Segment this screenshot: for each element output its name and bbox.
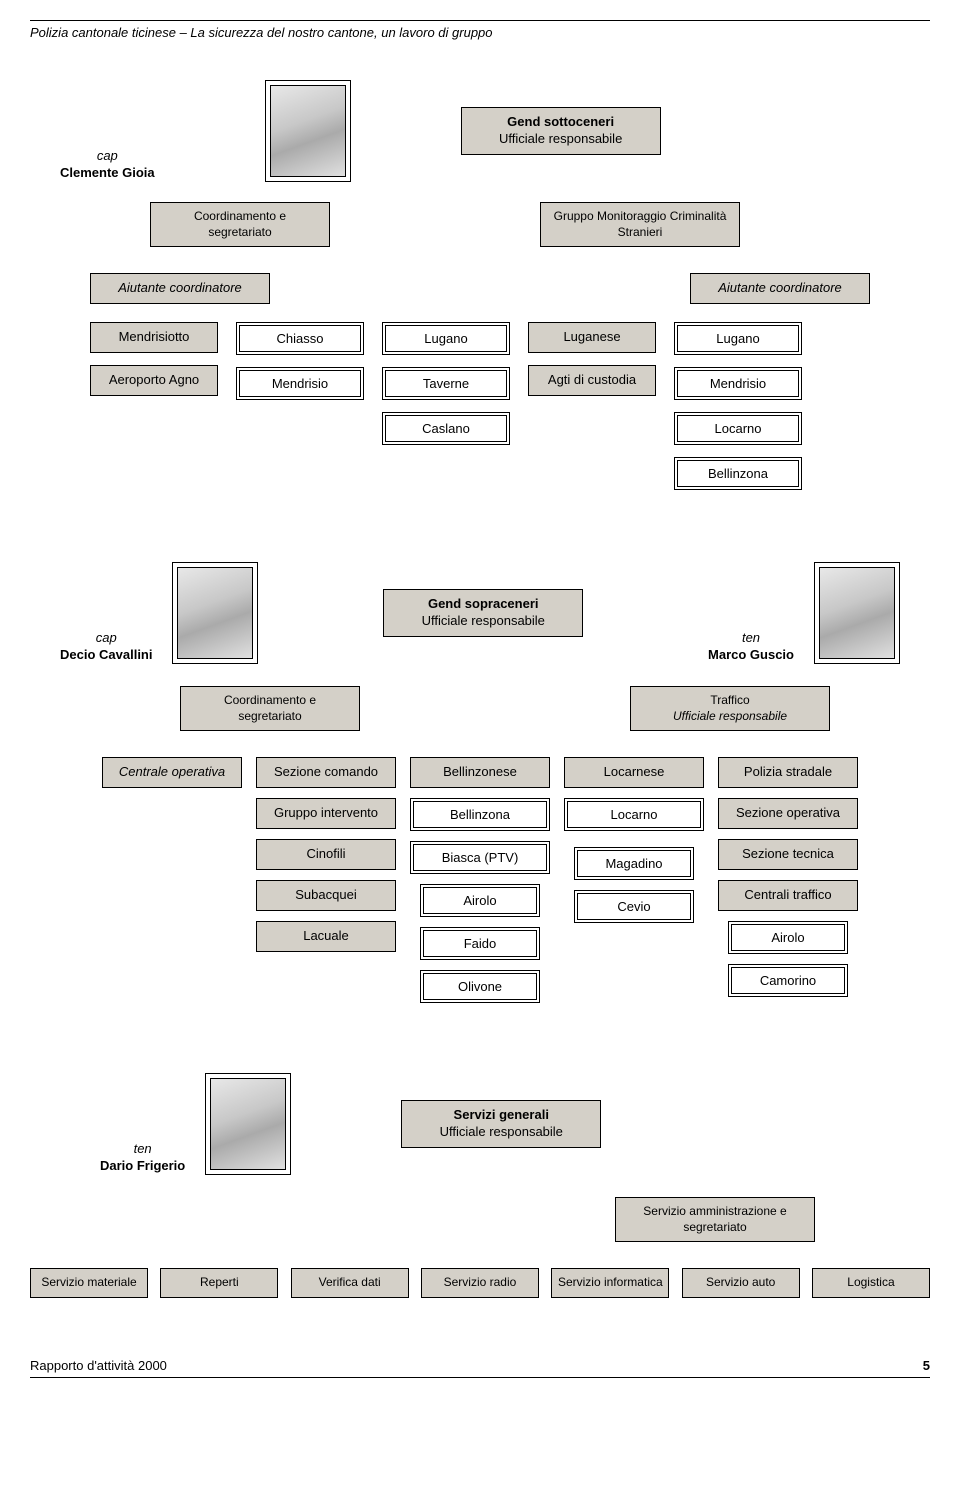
node: Sezione comando: [256, 757, 396, 788]
s1-col3: Lugano Taverne Caslano: [382, 322, 510, 457]
node: Locarno: [674, 412, 802, 445]
aiutante-right: Aiutante coordinatore: [690, 273, 870, 304]
node: Faido: [420, 927, 540, 960]
node: Taverne: [382, 367, 510, 400]
coord-text: Coordinamento e segretariato: [194, 209, 286, 239]
unit-box: Gend sopraceneri Ufficiale responsabile: [383, 589, 583, 637]
unit-box: Gend sottoceneri Ufficiale responsabile: [461, 107, 661, 155]
unit-subtitle: Ufficiale responsabile: [472, 131, 650, 148]
node: Bellinzona: [410, 798, 550, 831]
node: Magadino: [574, 847, 694, 880]
gruppo-text: Gruppo Monitoraggio Criminalità Stranier…: [554, 209, 727, 239]
node: Airolo: [728, 921, 848, 954]
node: Luganese: [528, 322, 656, 353]
person-clemente: cap Clemente Gioia: [60, 148, 155, 182]
node: Bellinzonese: [410, 757, 550, 788]
node: Lugano: [382, 322, 510, 355]
traffico-box: Traffico Ufficiale responsabile: [630, 686, 830, 731]
name-label: Dario Frigerio: [100, 1158, 185, 1175]
person-decio: cap Decio Cavallini: [60, 630, 152, 664]
photo-marco: [814, 562, 900, 664]
node: Mendrisiotto: [90, 322, 218, 353]
footer-page-number: 5: [923, 1358, 930, 1373]
coord-box: Coordinamento e segretariato: [180, 686, 360, 731]
node: Cevio: [574, 890, 694, 923]
node: Reperti: [160, 1268, 278, 1298]
node: Bellinzona: [674, 457, 802, 490]
s2-colB: Sezione comando Gruppo intervento Cinofi…: [256, 757, 396, 961]
node: Mendrisio: [236, 367, 364, 400]
rank-label: ten: [100, 1141, 185, 1158]
node: Airolo: [420, 884, 540, 917]
node: Biasca (PTV): [410, 841, 550, 874]
node: Servizio materiale: [30, 1268, 148, 1298]
node: Servizio auto: [682, 1268, 800, 1298]
traffico-title: Traffico: [641, 693, 819, 709]
unit-subtitle: Ufficiale responsabile: [412, 1124, 590, 1141]
node: Sezione tecnica: [718, 839, 858, 870]
node: Servizio informatica: [551, 1268, 669, 1298]
photo-dario: [205, 1073, 291, 1175]
photo-clemente: [265, 80, 351, 182]
node: Servizio radio: [421, 1268, 539, 1298]
s2-colE: Polizia stradale Sezione operativa Sezio…: [718, 757, 858, 1007]
page-header: Polizia cantonale ticinese – La sicurezz…: [30, 20, 930, 40]
coord-box: Coordinamento e segretariato: [150, 202, 330, 247]
footer-left: Rapporto d'attività 2000: [30, 1358, 167, 1373]
section-sopraceneri: cap Decio Cavallini Gend sopraceneri Uff…: [30, 562, 930, 1013]
node: Subacquei: [256, 880, 396, 911]
node: Polizia stradale: [718, 757, 858, 788]
unit-title: Gend sopraceneri: [394, 596, 572, 613]
s1-col5: Lugano Mendrisio Locarno Bellinzona: [674, 322, 802, 502]
node: Centrali traffico: [718, 880, 858, 911]
unit-subtitle: Ufficiale responsabile: [394, 613, 572, 630]
s1-col2: Chiasso Mendrisio: [236, 322, 364, 412]
section-sottoceneri: cap Clemente Gioia Gend sottoceneri Uffi…: [30, 80, 930, 502]
node: Locarnese: [564, 757, 704, 788]
node: Gruppo intervento: [256, 798, 396, 829]
page-footer: Rapporto d'attività 2000 5: [30, 1358, 930, 1378]
unit-title: Gend sottoceneri: [472, 114, 650, 131]
s2-colD: Locarnese Locarno Magadino Cevio: [564, 757, 704, 933]
unit-title: Servizi generali: [412, 1107, 590, 1124]
name-label: Clemente Gioia: [60, 165, 155, 182]
section-servizi: ten Dario Frigerio Servizi generali Uffi…: [30, 1073, 930, 1298]
rank-label: cap: [60, 148, 155, 165]
rank-label: cap: [60, 630, 152, 647]
photo-decio: [172, 562, 258, 664]
rank-label: ten: [708, 630, 794, 647]
unit-box: Servizi generali Ufficiale responsabile: [401, 1100, 601, 1148]
node: Lacuale: [256, 921, 396, 952]
gruppo-box: Gruppo Monitoraggio Criminalità Stranier…: [540, 202, 740, 247]
node: Cinofili: [256, 839, 396, 870]
person-marco: ten Marco Guscio: [708, 630, 794, 664]
node: Camorino: [728, 964, 848, 997]
person-dario: ten Dario Frigerio: [100, 1141, 185, 1175]
s1-col4: Luganese Agti di custodia: [528, 322, 656, 408]
node: Locarno: [564, 798, 704, 831]
node: Sezione operativa: [718, 798, 858, 829]
node: Lugano: [674, 322, 802, 355]
node: Aeroporto Agno: [90, 365, 218, 396]
s2-colC: Bellinzonese Bellinzona Biasca (PTV) Air…: [410, 757, 550, 1013]
aiutante-left: Aiutante coordinatore: [90, 273, 270, 304]
node: Chiasso: [236, 322, 364, 355]
node: Verifica dati: [291, 1268, 409, 1298]
node: Mendrisio: [674, 367, 802, 400]
node: Olivone: [420, 970, 540, 1003]
admin-box: Servizio amministrazione e segretariato: [615, 1197, 815, 1242]
s1-col1: Mendrisiotto Aeroporto Agno: [90, 322, 218, 408]
node: Agti di custodia: [528, 365, 656, 396]
name-label: Marco Guscio: [708, 647, 794, 664]
traffico-subtitle: Ufficiale responsabile: [641, 709, 819, 725]
node: Caslano: [382, 412, 510, 445]
node: Logistica: [812, 1268, 930, 1298]
node: Centrale operativa: [102, 757, 242, 788]
name-label: Decio Cavallini: [60, 647, 152, 664]
s2-colA: Centrale operativa: [102, 757, 242, 798]
